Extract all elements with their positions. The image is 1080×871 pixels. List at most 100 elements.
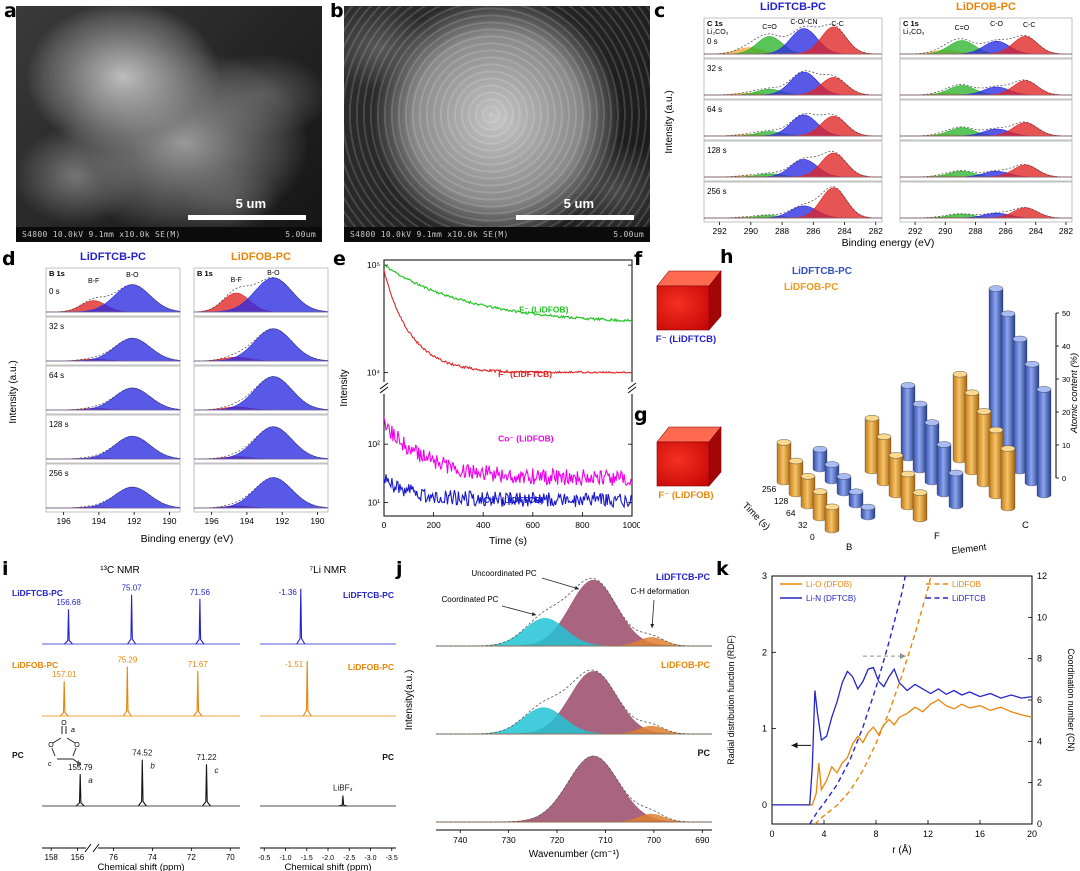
fit-envelope [900,79,1072,96]
annotation-arrow [501,605,537,616]
peak-B-O [46,435,181,460]
spectrum-box [193,267,329,317]
x-tick-label: 194 [92,516,106,526]
bar-top [936,441,952,448]
line [72,758,82,766]
nmr-peak [302,660,312,717]
spectrum-box [45,316,181,366]
panel-label-c: c [654,0,666,22]
assignment-label: c [48,761,52,768]
x-tick-label: 12 [923,829,933,839]
nmr-peak [64,609,73,645]
spectrum-box [703,17,883,59]
x-axis-title: Time (s) [489,535,527,547]
annotation-coordinated-pc: Coordinated PC [442,595,499,604]
peak-label: B-O [267,270,280,277]
x-tick-label: 400 [476,520,490,530]
line [627,382,637,390]
y-right-tick-label: 6 [1037,695,1042,705]
legend-label: LiDFOB [952,580,982,589]
x-tick-label: 720 [550,835,564,845]
spectrum-box [45,414,181,464]
panel-label-g: g [634,404,648,426]
line [627,386,637,394]
panel-label-k: k [716,558,729,580]
bar [901,474,915,507]
x-tick-label: 70 [226,853,235,862]
fit-envelope [900,206,1072,219]
sputter-time-label: 32 s [707,64,722,73]
bar-top [900,470,916,478]
trace-name: LiDFOB-PC [661,660,710,670]
peak-B-O [46,486,181,509]
bar-top [1012,335,1028,343]
y-axis-title: Intensity [339,369,350,406]
fit-envelope [704,70,882,96]
bar-top [824,503,840,511]
bar-top [952,370,968,378]
peak-label: Li₂CO₃ [707,29,729,36]
x-axis-title: Chemical shift (ppm) [284,862,371,871]
y-tick-label: 10⁵ [367,260,380,270]
bar-top [900,382,916,389]
x-tick-label: 76 [109,853,118,862]
time-tick-label: 0 [810,532,815,542]
shift-label: -1.36 [279,588,298,597]
nmr-peak [193,670,203,717]
trace-name: LiDFTCB-PC [343,590,394,600]
nmr-peak [296,588,306,645]
line [66,737,76,744]
z-tick-label: 10 [1062,441,1070,450]
bar [965,392,979,472]
x-tick-label: 0 [382,520,387,530]
tof-sims-depth-profile-chart: 10⁵ 10⁴ 10² 10¹ 0 200 400 600 800 1000 Time (s) Int… [339,259,640,547]
time-tick-label: 64 [786,508,796,518]
bar [953,374,967,460]
peak-B-O [194,426,329,460]
legend-label: Li-O (DFOB) [806,580,852,589]
trace-name: PC [12,750,24,760]
panel-label-h: h [720,246,734,268]
cube-caption-f: F⁻ (LiDFTCB) [655,334,717,345]
bar-top [1024,360,1040,368]
sputter-time-label: 0 s [49,287,60,296]
bar-top [1036,386,1052,393]
bar [977,411,991,484]
scale-bar-b [516,215,634,220]
time-axis-title: Time (s) [740,500,772,532]
series-title: LiDFOB-PC [956,1,1016,13]
rdf-series-Li-O (DFOB) [772,698,1032,806]
spectrum-box [899,140,1073,182]
trace-name: LiDFTCB-PC [12,588,63,598]
bar [849,491,863,505]
time-tick-label: 256 [762,484,776,494]
x-tick-label: 288 [775,226,789,236]
y-left-tick-label: 1 [762,724,767,734]
spectrum-box [193,365,329,415]
series-label: Co⁻ (LiDFOB) [498,433,554,443]
sputter-time-label: 256 s [49,469,69,478]
bar-top [800,473,816,480]
x-tick-label: 4 [821,829,826,839]
fit-envelope [704,150,882,178]
peak-B-O [194,328,329,362]
fit-envelope [900,34,1072,55]
series-F⁻ (LiDFOB) [384,264,632,323]
x-axis-title: Binding energy (eV) [842,237,935,248]
sem-status-text-b: S4800 10.0kV 9.1mm x10.0k SE(M) [350,230,509,239]
x-axis-title: Wavenumber (cm⁻¹) [529,849,619,860]
bar [861,507,875,517]
bar-top [876,433,892,441]
bar-top [848,488,864,496]
panel-label-j: j [396,558,403,580]
bar-top [948,469,964,477]
peak-label: C=O [955,25,970,32]
time-tick-label: 32 [798,520,808,530]
sputter-time-label: 128 s [49,420,69,429]
atom-label: O [61,720,67,727]
series-label: F⁻ (LiDFOB) [519,304,569,314]
fit-envelope [194,426,329,460]
sputter-time-label: 0 s [707,37,718,46]
nmr-peak [59,681,69,717]
bar [1037,389,1051,495]
